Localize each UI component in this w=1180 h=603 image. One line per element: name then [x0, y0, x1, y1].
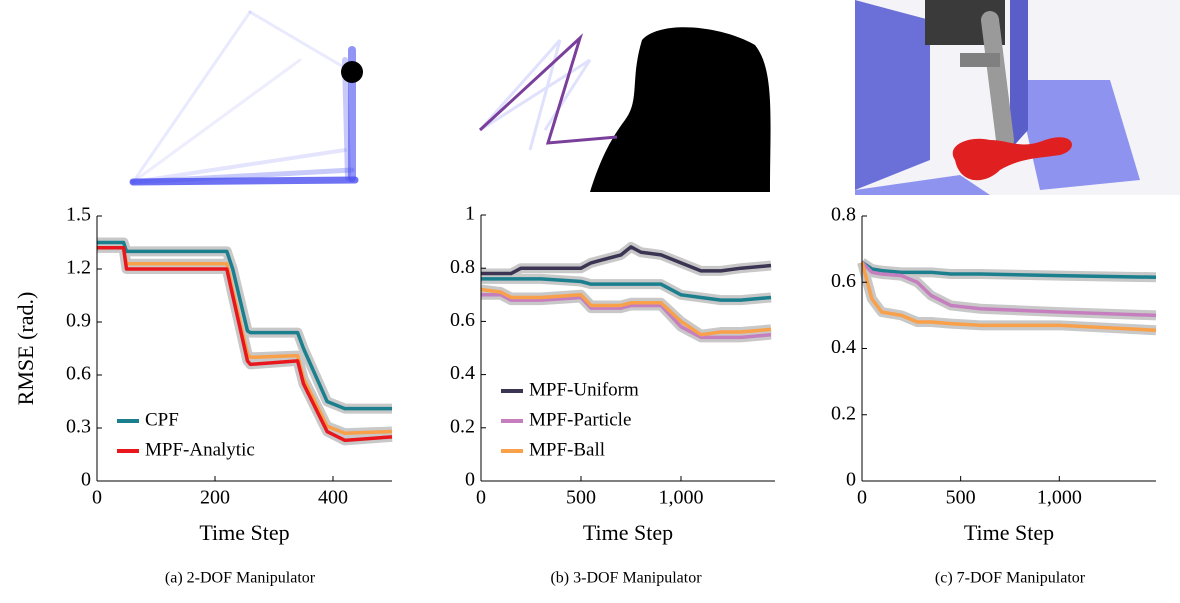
illustration-3dof — [478, 27, 771, 193]
y-tick-label: 0.6 — [831, 270, 856, 292]
caption: (c) 7-DOF Manipulator — [935, 570, 1086, 587]
y-tick-label: 0 — [81, 469, 91, 491]
legend-label: MPF-Analytic — [145, 439, 255, 460]
y-tick-label: 0.6 — [450, 309, 475, 331]
y-tick-label: 0 — [846, 469, 856, 491]
y-tick-label: 0 — [465, 469, 475, 491]
y-tick-label: 0.9 — [66, 310, 91, 332]
y-tick-label: 0.3 — [66, 416, 91, 438]
series-line — [480, 287, 772, 337]
y-tick-label: 0.2 — [831, 402, 856, 424]
x-axis-title: Time Step — [964, 520, 1054, 545]
x-tick-label: 400 — [318, 487, 348, 509]
x-axis-title: Time Step — [583, 520, 673, 545]
caption: (b) 3-DOF Manipulator — [550, 570, 702, 587]
legend-label: MPF-Uniform — [529, 379, 639, 400]
series-line — [97, 246, 393, 443]
series-line — [860, 261, 1157, 333]
x-tick-label: 200 — [200, 487, 230, 509]
x-tick-label: 500 — [566, 487, 596, 509]
x-tick-label: 1,000 — [1037, 487, 1082, 509]
y-tick-label: 1 — [465, 203, 475, 225]
y-tick-label: 0.6 — [66, 363, 91, 385]
illustration-7dof — [855, 0, 1180, 195]
y-tick-label: 1.5 — [66, 204, 91, 226]
x-tick-label: 0 — [857, 487, 867, 509]
y-axis-title: RMSE (rad.) — [13, 292, 38, 406]
series-line — [97, 240, 392, 411]
caption: (a) 2-DOF Manipulator — [165, 570, 316, 587]
series-line — [861, 260, 1157, 280]
y-tick-label: 0.2 — [450, 415, 475, 437]
legend-label: MPF-Ball — [529, 439, 605, 460]
y-tick-label: 0.8 — [450, 256, 475, 278]
y-tick-label: 0.8 — [831, 204, 856, 226]
x-tick-label: 0 — [476, 487, 486, 509]
series-line — [481, 245, 772, 276]
y-tick-label: 0.4 — [450, 362, 475, 384]
x-tick-label: 0 — [92, 487, 102, 509]
illustration-2dof — [129, 10, 363, 186]
series-line — [481, 293, 772, 340]
legend-label: CPF — [145, 409, 179, 430]
legend-label: MPF-Particle — [529, 409, 631, 430]
x-tick-label: 1,000 — [659, 487, 704, 509]
y-tick-label: 0.4 — [831, 336, 856, 358]
series-line — [481, 277, 772, 302]
series-line — [860, 261, 1157, 318]
x-tick-label: 500 — [946, 487, 976, 509]
x-axis-title: Time Step — [199, 520, 289, 545]
y-tick-label: 1.2 — [66, 257, 91, 279]
